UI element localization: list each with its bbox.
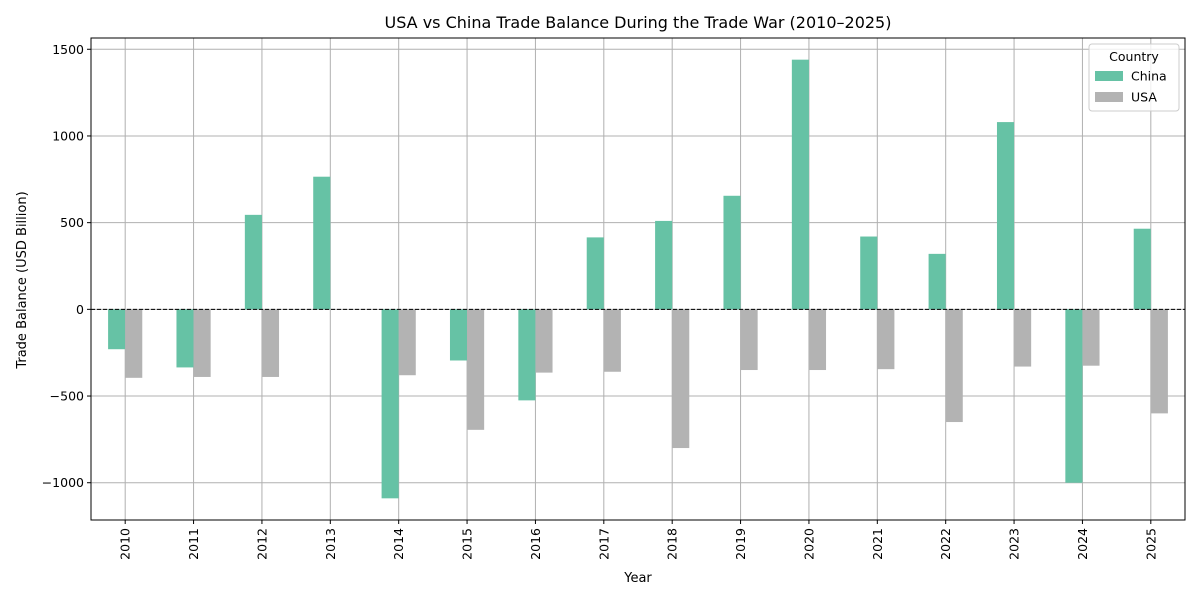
bar-usa-2016 [535, 309, 553, 373]
bar-china-2013 [313, 176, 331, 310]
bar-usa-2014 [398, 309, 416, 376]
x-tick-label: 2023 [1007, 528, 1022, 560]
x-tick-label: 2014 [391, 528, 406, 560]
legend: Country China USA [1088, 43, 1180, 112]
legend-swatch-usa [1095, 92, 1123, 102]
x-tick-label: 2015 [460, 528, 475, 560]
bar-usa-2011 [193, 309, 211, 377]
x-tick-label: 2018 [665, 528, 680, 560]
x-tick-label: 2010 [118, 528, 133, 560]
bar-china-2015 [449, 309, 468, 361]
y-axis-title: Trade Balance (USD Billion) [15, 191, 30, 369]
x-tick-label: 2021 [870, 528, 885, 560]
y-tick-label: 1500 [52, 42, 84, 57]
bar-china-2010 [108, 309, 126, 350]
x-tick-label: 2024 [1075, 528, 1090, 560]
y-tick-label: 500 [60, 215, 84, 230]
bar-usa-2018 [672, 309, 690, 449]
legend-label-usa: USA [1131, 90, 1157, 105]
x-tick-label: 2016 [528, 528, 543, 560]
bar-china-2012 [244, 214, 262, 310]
bar-china-2011 [176, 309, 194, 368]
bar-china-2018 [655, 220, 673, 310]
bar-usa-2019 [740, 309, 758, 371]
bar-china-2025 [1133, 228, 1151, 310]
bar-usa-2023 [1014, 309, 1032, 367]
bar-usa-2021 [877, 309, 895, 370]
x-tick-label: 2017 [596, 528, 611, 560]
bar-china-2024 [1065, 309, 1083, 483]
bar-china-2021 [860, 236, 878, 310]
bar-usa-2025 [1150, 309, 1168, 414]
bar-usa-2010 [125, 309, 143, 378]
y-tick-label: −1000 [42, 475, 84, 490]
legend-swatch-china [1095, 71, 1123, 81]
bars [108, 59, 1168, 499]
bar-usa-2022 [945, 309, 963, 423]
y-tick-label: 0 [76, 302, 84, 317]
bar-usa-2017 [603, 309, 621, 372]
bar-usa-2024 [1082, 309, 1100, 366]
x-tick-label: 2022 [938, 528, 953, 560]
x-axis-title: Year [623, 571, 652, 586]
bar-usa-2012 [261, 309, 280, 377]
x-tick-label: 2013 [323, 528, 338, 560]
bar-china-2019 [723, 195, 741, 310]
legend-title: Country [1109, 49, 1159, 64]
x-tick-label: 2019 [733, 528, 748, 560]
bar-china-2016 [518, 309, 536, 401]
y-tick-label: −500 [50, 389, 84, 404]
x-tick-label: 2025 [1143, 528, 1158, 560]
x-tick-label: 2011 [186, 528, 201, 560]
bar-china-2023 [996, 122, 1015, 310]
chart-title: USA vs China Trade Balance During the Tr… [385, 13, 892, 32]
bar-china-2020 [791, 59, 809, 310]
y-tick-label: 1000 [52, 128, 84, 143]
bar-usa-2015 [467, 309, 485, 430]
bar-china-2017 [586, 237, 604, 310]
legend-label-china: China [1131, 69, 1167, 84]
bar-china-2014 [381, 309, 399, 499]
x-tick-label: 2012 [254, 528, 269, 560]
bar-china-2022 [928, 253, 946, 310]
bar-usa-2020 [808, 309, 827, 371]
x-tick-label: 2020 [801, 528, 816, 560]
tick-labels: −1000 −500 0 500 1000 1500 2010 2011 2012 2013 201… [42, 42, 1159, 560]
plot-frame [90, 37, 1186, 521]
axes [90, 37, 1186, 521]
